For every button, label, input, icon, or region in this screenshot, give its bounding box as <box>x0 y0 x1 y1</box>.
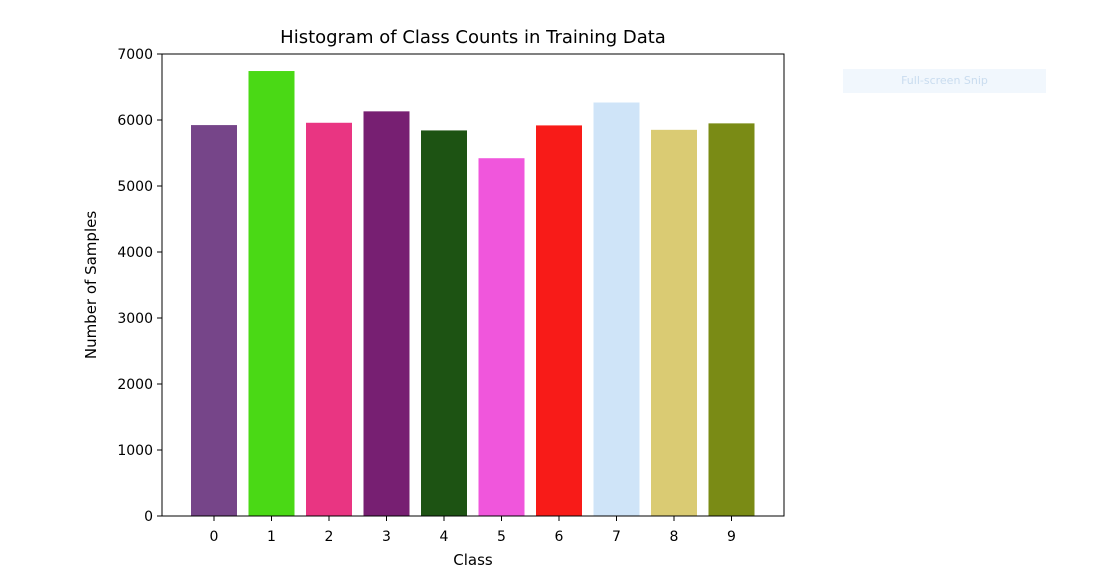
y-tick-label: 6000 <box>117 113 153 129</box>
bar-class-4 <box>421 130 467 516</box>
bar-class-9 <box>708 123 755 517</box>
y-tick-label: 0 <box>144 509 153 525</box>
chart-title: Histogram of Class Counts in Training Da… <box>280 27 666 48</box>
y-axis: 0 1000 2000 3000 4000 5000 6000 7000 <box>117 47 162 525</box>
x-tick-label: 0 <box>210 529 219 545</box>
bar-class-5 <box>478 158 525 516</box>
bars-layer <box>191 71 755 517</box>
x-tick-label: 6 <box>555 529 564 545</box>
bar-class-0 <box>191 125 237 516</box>
x-axis: 0 1 2 3 4 5 6 7 8 9 <box>210 516 736 545</box>
y-tick-label: 7000 <box>117 47 153 63</box>
x-tick-label: 3 <box>382 529 391 545</box>
y-tick-label: 3000 <box>117 311 153 327</box>
x-tick-label: 7 <box>612 529 621 545</box>
bar-class-2 <box>306 122 352 517</box>
bar-class-1 <box>248 71 295 516</box>
x-tick-label: 9 <box>727 529 736 545</box>
x-tick-label: 8 <box>670 529 679 545</box>
bar-class-3 <box>363 111 410 516</box>
bar-class-8 <box>651 129 697 516</box>
bar-class-6 <box>536 125 582 516</box>
y-tick-label: 5000 <box>117 179 153 195</box>
x-axis-label: Class <box>453 551 493 569</box>
x-tick-label: 4 <box>440 529 449 545</box>
x-tick-label: 5 <box>497 529 506 545</box>
y-tick-label: 4000 <box>117 245 153 261</box>
bar-class-7 <box>593 102 640 516</box>
x-tick-label: 1 <box>267 529 276 545</box>
x-tick-label: 2 <box>325 529 334 545</box>
y-tick-label: 2000 <box>117 377 153 393</box>
full-screen-snip-button[interactable]: Full-screen Snip <box>843 69 1046 93</box>
y-tick-label: 1000 <box>117 443 153 459</box>
y-axis-label: Number of Samples <box>82 211 100 359</box>
plot-frame <box>161 53 785 517</box>
